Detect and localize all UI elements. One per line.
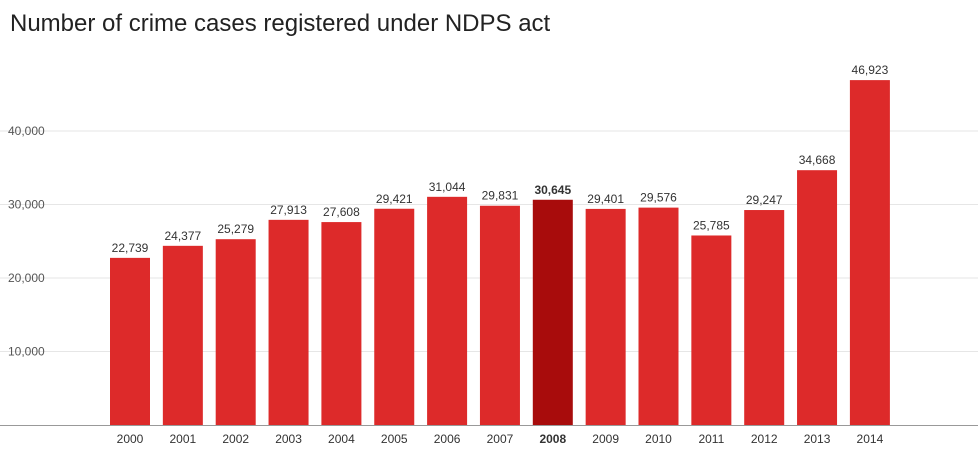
y-tick-label: 10,000 bbox=[8, 345, 45, 359]
bar-2006 bbox=[427, 196, 468, 425]
value-label-2001: 24,377 bbox=[164, 229, 201, 243]
value-label-2007: 29,831 bbox=[482, 189, 519, 203]
bar-2000 bbox=[110, 257, 150, 425]
bar-2003 bbox=[268, 219, 309, 425]
x-axis-ticks: 2000 2001 2002 2003 2004 2005 2006 2007 2008 2009… bbox=[117, 432, 884, 446]
bar-2002 bbox=[215, 239, 256, 425]
value-label-2009: 29,401 bbox=[587, 192, 624, 206]
value-label-2006: 31,044 bbox=[429, 180, 466, 194]
bar-2010 bbox=[638, 207, 679, 425]
x-tick-label-2000: 2000 bbox=[117, 432, 144, 446]
value-labels: 22,739 24,377 25,279 27,913 27,608 29,421 31,0… bbox=[112, 63, 889, 255]
x-tick-label-2012: 2012 bbox=[751, 432, 778, 446]
value-label-2000: 22,739 bbox=[112, 241, 149, 255]
x-tick-label-2001: 2001 bbox=[169, 432, 196, 446]
chart-title: Number of crime cases registered under N… bbox=[10, 10, 551, 37]
value-label-2010: 29,576 bbox=[640, 191, 677, 205]
bar-2001 bbox=[162, 245, 203, 425]
bar-2009 bbox=[585, 208, 626, 425]
x-tick-label-2009: 2009 bbox=[592, 432, 619, 446]
y-tick-label: 30,000 bbox=[8, 198, 45, 212]
x-tick-label-2005: 2005 bbox=[381, 432, 408, 446]
bar-2014 bbox=[849, 80, 890, 425]
x-tick-label-2006: 2006 bbox=[434, 432, 461, 446]
value-label-2003: 27,913 bbox=[270, 203, 307, 217]
bar-2011 bbox=[691, 235, 732, 425]
x-tick-label-2002: 2002 bbox=[222, 432, 249, 446]
bars bbox=[110, 80, 890, 425]
x-tick-label-2003: 2003 bbox=[275, 432, 302, 446]
bar-2007 bbox=[479, 205, 520, 425]
value-label-2008: 30,645 bbox=[534, 183, 571, 197]
value-label-2013: 34,668 bbox=[799, 153, 836, 167]
bar-2013 bbox=[797, 170, 838, 425]
x-tick-label-2004: 2004 bbox=[328, 432, 355, 446]
bar-2008 bbox=[532, 199, 573, 425]
value-label-2011: 25,785 bbox=[693, 218, 730, 232]
bar-2005 bbox=[374, 208, 415, 425]
value-label-2012: 29,247 bbox=[746, 193, 783, 207]
x-tick-label-2008: 2008 bbox=[539, 432, 566, 446]
value-label-2004: 27,608 bbox=[323, 205, 360, 219]
x-tick-label-2013: 2013 bbox=[804, 432, 831, 446]
value-label-2014: 46,923 bbox=[852, 63, 889, 77]
bar-2004 bbox=[321, 222, 362, 425]
x-tick-label-2007: 2007 bbox=[487, 432, 514, 446]
y-tick-label: 20,000 bbox=[8, 271, 45, 285]
y-tick-label: 40,000 bbox=[8, 124, 45, 138]
x-tick-label-2014: 2014 bbox=[857, 432, 884, 446]
x-tick-label-2010: 2010 bbox=[645, 432, 672, 446]
y-axis-ticks: 10,000 20,000 30,000 40,000 bbox=[8, 124, 45, 359]
value-label-2005: 29,421 bbox=[376, 192, 413, 206]
value-label-2002: 25,279 bbox=[217, 222, 254, 236]
x-tick-label-2011: 2011 bbox=[698, 432, 724, 446]
bar-2012 bbox=[744, 210, 785, 425]
